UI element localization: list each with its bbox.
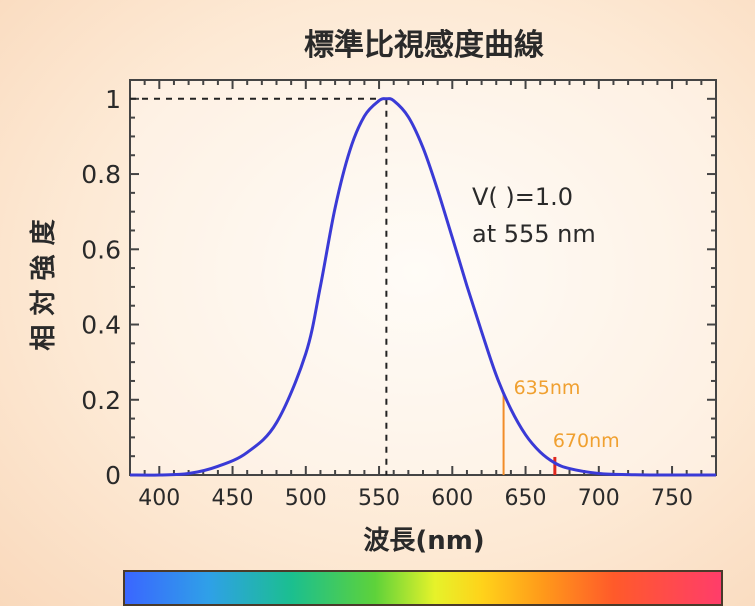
peak-annotation-line1: V( )=1.0 xyxy=(472,183,573,211)
x-tick-label: 400 xyxy=(138,486,180,511)
plot-area xyxy=(129,79,717,476)
x-tick-label: 600 xyxy=(431,486,473,511)
y-tick-label: 0.8 xyxy=(81,160,121,189)
luminosity-curve xyxy=(129,97,716,477)
x-axis-label: 波長(nm) xyxy=(363,526,484,556)
y-tick-label: 0.4 xyxy=(81,311,121,340)
y-tick-label: 0 xyxy=(105,461,121,490)
x-tick-label: 500 xyxy=(285,486,327,511)
x-tick-label: 650 xyxy=(505,486,547,511)
axis-ticks xyxy=(130,80,717,476)
y-tick-labels: 0 0.2 0.4 0.6 0.8 1 xyxy=(81,85,121,490)
x-tick-labels: 400 450 500 550 600 650 700 750 xyxy=(138,486,693,511)
x-tick-label: 550 xyxy=(358,486,400,511)
y-tick-label: 0.6 xyxy=(81,235,121,264)
x-tick-label: 450 xyxy=(212,486,254,511)
marker-label-635nm: 635nm xyxy=(514,377,581,399)
visible-spectrum-bar xyxy=(123,570,723,606)
y-tick-label: 0.2 xyxy=(81,386,121,415)
y-tick-label: 1 xyxy=(105,85,121,114)
y-axis-label: 相 対 強 度 xyxy=(28,219,59,350)
peak-annotation-line2: at 555 nm xyxy=(472,220,596,248)
marker-label-670nm: 670nm xyxy=(553,430,620,452)
x-tick-label: 700 xyxy=(578,486,620,511)
x-tick-label: 750 xyxy=(651,486,693,511)
chart-title: 標準比視感度曲線 xyxy=(304,28,544,63)
